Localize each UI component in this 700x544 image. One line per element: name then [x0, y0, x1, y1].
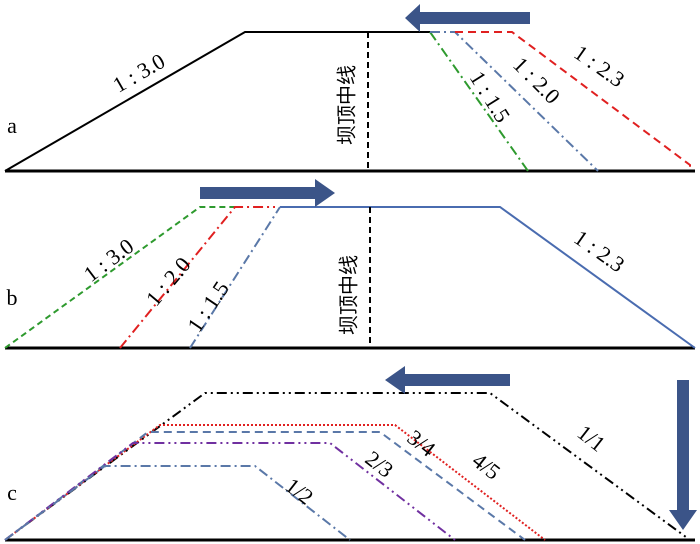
slope-1-1.5: [189, 206, 281, 349]
dam-profile: [4, 31, 430, 172]
arrow-right: [200, 179, 335, 207]
slope-label: 1 : 2.0: [141, 252, 196, 311]
slope-label: 1 : 3.0: [79, 233, 138, 286]
slope-label: 2/3: [361, 446, 399, 483]
center-line-label: 坝顶中线: [335, 65, 359, 145]
profile-3-4: [4, 431, 526, 541]
center-line-label: 坝顶中线: [337, 255, 361, 335]
slope-label: 1 : 2.3: [569, 40, 629, 92]
slope-1-1.5: [429, 31, 529, 172]
panel-a: a 1 : 3.0 坝顶中线 1 : 1.5 1 : 2.0 1 : 2.3: [4, 4, 695, 173]
slope-label: 1 : 2.3: [569, 225, 629, 277]
slope-label: 4/5: [468, 448, 506, 485]
slope-label: 1 : 3.0: [108, 48, 169, 97]
panel-label: c: [7, 480, 17, 505]
panel-b: b 1 : 3.0 1 : 2.0 1 : 1.5 坝顶中线 1 : 2.3: [4, 179, 696, 350]
slope-label: 3/4: [403, 425, 441, 462]
slope-1-3.0: [4, 206, 240, 349]
panel-label: a: [7, 113, 17, 138]
dam-profile: [280, 206, 696, 349]
arrow-left: [385, 366, 510, 394]
slope-label: 1 : 1.5: [182, 277, 234, 337]
slope-label: 1 : 1.5: [465, 66, 516, 126]
slope-label: 1/2: [281, 473, 319, 510]
arrow-left: [405, 4, 530, 32]
panel-c: c 1/2 2/3 3/4 4/5 1/1: [4, 366, 697, 542]
profile-1-2: [4, 465, 351, 541]
slope-label: 1/1: [573, 420, 611, 457]
slope-1-2.0: [119, 206, 275, 349]
slope-1-2.3: [455, 31, 691, 171]
slope-label: 1 : 2.0: [508, 52, 565, 109]
arrow-down: [669, 380, 697, 530]
panel-label: b: [7, 285, 18, 310]
